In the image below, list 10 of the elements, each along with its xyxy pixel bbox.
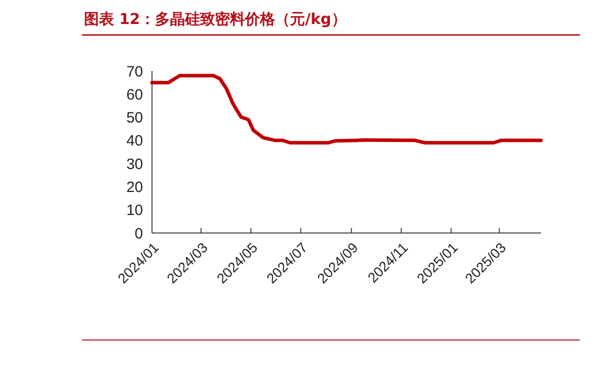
y-tick-label: 70 bbox=[126, 63, 143, 80]
y-tick-label: 10 bbox=[126, 202, 143, 220]
y-tick-label: 0 bbox=[134, 225, 143, 242]
line-series bbox=[150, 74, 543, 144]
chart-title: 图表 12：多晶硅致密料价格（元/kg） bbox=[84, 10, 346, 28]
y-tick-label: 20 bbox=[126, 178, 143, 196]
y-tick-label: 60 bbox=[126, 86, 143, 104]
y-tick-label: 40 bbox=[126, 132, 143, 150]
y-tick-label: 50 bbox=[126, 110, 143, 127]
y-tick-label: 30 bbox=[126, 156, 143, 173]
